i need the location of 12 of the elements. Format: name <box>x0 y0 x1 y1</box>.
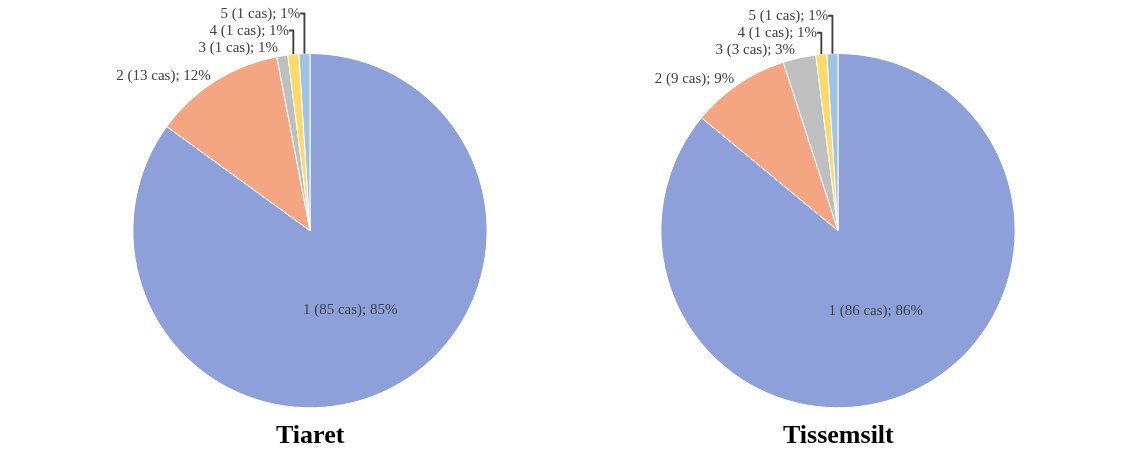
slice-label: 4 (1 cas); 1% <box>209 21 290 39</box>
slice-label: 2 (9 cas); 9% <box>654 69 735 87</box>
text: Tiaret <box>276 420 345 449</box>
slice-label: 5 (1 cas); 1% <box>220 4 301 22</box>
slice-label: 1 (86 cas); 86% <box>828 302 923 320</box>
slice-label: 5 (1 cas); 1% <box>748 7 829 25</box>
slice-label: 4 (1 cas); 1% <box>737 24 818 42</box>
text: Tissemsilt <box>783 420 895 449</box>
slice-label: 3 (1 cas); 1% <box>198 38 279 56</box>
slice-label: 2 (13 cas); 12% <box>116 66 211 84</box>
slice-label: 3 (3 cas); 3% <box>715 41 796 59</box>
slice-label: 1 (85 cas); 85% <box>302 301 398 319</box>
